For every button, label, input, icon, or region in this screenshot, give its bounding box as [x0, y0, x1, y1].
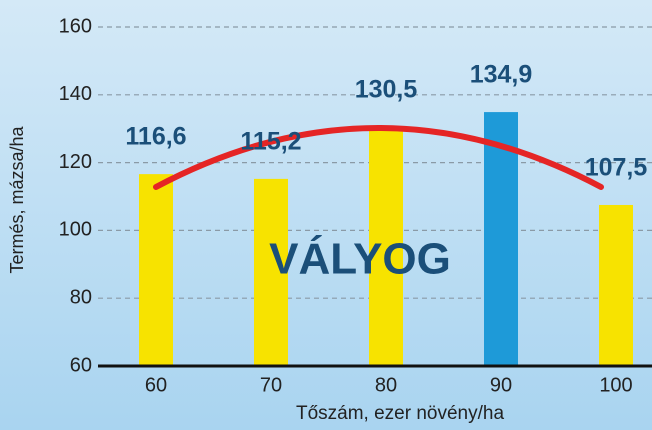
y-tick-label: 80: [70, 286, 92, 308]
x-tick-label: 70: [260, 374, 282, 396]
value-label: 115,2: [240, 127, 301, 155]
bar: [369, 127, 403, 366]
annotation: VÁLYOG: [269, 234, 451, 284]
x-tick-label: 60: [145, 374, 167, 396]
x-tick-label: 100: [599, 374, 632, 396]
y-tick-label: 140: [59, 83, 92, 105]
x-tick-label: 90: [490, 374, 512, 396]
value-label: 130,5: [355, 76, 418, 104]
y-tick-label: 60: [70, 354, 92, 376]
y-tick-label: 120: [59, 151, 92, 173]
bar: [254, 178, 288, 366]
trend-curve: [153, 125, 604, 190]
value-label: 107,5: [585, 154, 648, 182]
y-tick-label: 100: [59, 219, 92, 241]
value-label: 134,9: [470, 61, 533, 89]
y-tick-label: 160: [59, 15, 92, 37]
bar: [599, 204, 633, 366]
value-label: 116,6: [125, 123, 186, 151]
bar: [139, 174, 173, 366]
x-tick-label: 80: [375, 374, 397, 396]
bar: [484, 112, 518, 367]
x-axis-label: Tőszám, ezer növény/ha: [296, 403, 504, 424]
y-axis-label: Termés, mázsa/ha: [7, 125, 27, 273]
